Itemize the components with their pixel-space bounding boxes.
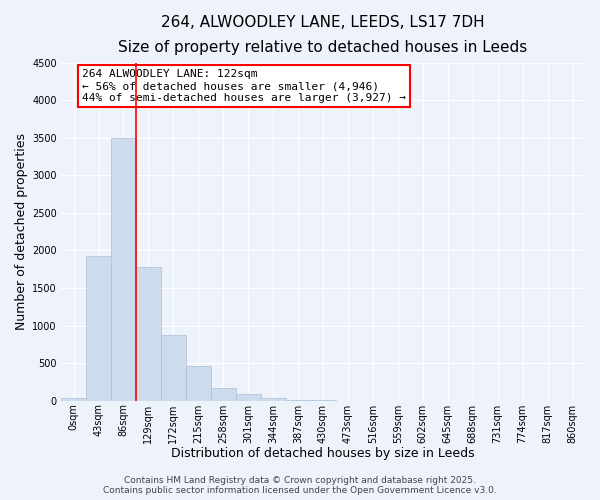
Bar — [86, 256, 111, 400]
Bar — [61, 398, 86, 400]
Text: 264 ALWOODLEY LANE: 122sqm
← 56% of detached houses are smaller (4,946)
44% of s: 264 ALWOODLEY LANE: 122sqm ← 56% of deta… — [82, 70, 406, 102]
Bar — [260, 398, 286, 400]
Bar — [136, 267, 161, 400]
Bar — [236, 394, 260, 400]
Bar — [186, 366, 211, 400]
Title: 264, ALWOODLEY LANE, LEEDS, LS17 7DH
Size of property relative to detached house: 264, ALWOODLEY LANE, LEEDS, LS17 7DH Siz… — [118, 15, 527, 54]
Bar — [161, 336, 186, 400]
Bar — [111, 138, 136, 400]
Y-axis label: Number of detached properties: Number of detached properties — [15, 133, 28, 330]
Text: Contains HM Land Registry data © Crown copyright and database right 2025.
Contai: Contains HM Land Registry data © Crown c… — [103, 476, 497, 495]
Bar — [211, 388, 236, 400]
X-axis label: Distribution of detached houses by size in Leeds: Distribution of detached houses by size … — [171, 447, 475, 460]
